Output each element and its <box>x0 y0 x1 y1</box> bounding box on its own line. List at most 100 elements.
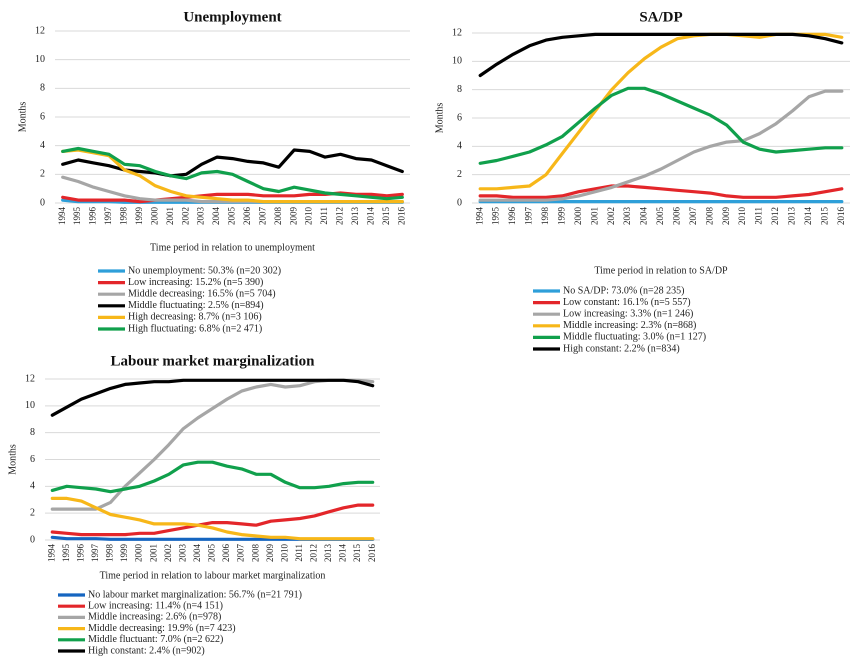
x-tick-label: 1994 <box>474 207 484 226</box>
legend-label: Middle fluctuating: 2.5% (n=894) <box>128 300 264 311</box>
x-tick-label: 2001 <box>589 207 599 225</box>
series-line <box>478 32 844 78</box>
legend-label: Middle decreasing: 19.9% (n=7 423) <box>88 623 236 634</box>
x-tick-label: 2011 <box>754 207 764 225</box>
chart: Labour market marginalization 0 2 4 6 8 10 12 Mo… <box>7 353 380 656</box>
x-tick-label: 2012 <box>309 544 319 562</box>
legend-label: No SA/DP: 73.0% (n=28 235) <box>563 285 684 296</box>
x-tick-label: 2010 <box>304 207 314 226</box>
x-tick-label: 1999 <box>556 207 566 226</box>
x-tick-label: 2013 <box>350 207 360 226</box>
x-tick-label: 2011 <box>294 544 304 562</box>
x-tick-label: 2015 <box>381 207 391 226</box>
x-tick-label: 2009 <box>721 207 731 226</box>
y-tick-label: 4 <box>457 141 462 152</box>
legend-label: High constant: 2.4% (n=902) <box>88 645 205 656</box>
x-tick-label: 2003 <box>177 544 187 563</box>
x-tick-label: 1994 <box>57 207 67 226</box>
legend-label: No unemployment: 50.3% (n=20 302) <box>128 265 281 276</box>
series-line <box>50 496 375 541</box>
x-tick-label: 2014 <box>803 207 813 226</box>
y-tick-label: 12 <box>35 25 45 36</box>
x-tick-label: 2016 <box>396 207 406 226</box>
x-tick-label: 2015 <box>352 544 362 563</box>
x-tick-label: 2016 <box>367 544 377 563</box>
y-tick-label: 8 <box>457 84 462 95</box>
chart: Unemployment 0 2 4 6 8 10 12 Months 1994 1995 1996 1… <box>17 9 410 334</box>
x-tick-label: 2013 <box>787 207 797 226</box>
legend-label: Low increasing: 15.2% (n=5 390) <box>128 277 263 288</box>
x-tick-label: 2005 <box>655 207 665 226</box>
x-tick-label: 1995 <box>72 207 82 226</box>
legend-label: High decreasing: 8.7% (n=3 106) <box>128 312 262 323</box>
series-line <box>478 86 844 165</box>
x-tick-label: 2008 <box>704 207 714 226</box>
chart-title: Unemployment <box>183 9 281 25</box>
x-tick-label: 2003 <box>196 207 206 226</box>
x-tick-label: 1996 <box>507 207 517 226</box>
x-tick-label: 2001 <box>148 544 158 562</box>
x-tick-label: 2002 <box>180 207 190 225</box>
y-tick-label: 10 <box>25 400 35 411</box>
x-tick-label: 2005 <box>207 544 217 563</box>
series-line <box>61 148 404 178</box>
x-tick-label: 2001 <box>165 207 175 225</box>
y-tick-label: 6 <box>457 112 462 123</box>
x-tick-label: 2002 <box>606 207 616 225</box>
y-axis-label: Months <box>7 444 18 475</box>
legend-label: Middle fluctuant: 7.0% (n=2 622) <box>88 634 223 645</box>
x-tick-label: 2003 <box>622 207 632 226</box>
x-tick-label: 1998 <box>540 207 550 226</box>
series-line <box>478 32 844 191</box>
y-tick-label: 0 <box>457 197 462 208</box>
y-tick-label: 2 <box>40 169 45 180</box>
x-tick-label: 2014 <box>365 207 375 226</box>
x-tick-label: 1994 <box>46 544 56 563</box>
x-tick-label: 1999 <box>119 544 129 563</box>
y-tick-label: 2 <box>30 507 35 518</box>
x-tick-label: 2016 <box>836 207 846 226</box>
x-tick-label: 2006 <box>221 544 231 563</box>
x-tick-label: 1995 <box>491 207 501 226</box>
series-line <box>478 184 844 199</box>
legend-label: Low increasing: 3.3% (n=1 246) <box>563 308 693 319</box>
chart-title: SA/DP <box>639 9 682 25</box>
series-line <box>478 89 844 202</box>
x-tick-label: 2007 <box>688 207 698 226</box>
x-tick-label: 2004 <box>192 544 202 563</box>
y-tick-label: 0 <box>40 197 45 208</box>
chart-title: Labour market marginalization <box>111 353 316 369</box>
series-line <box>61 146 404 201</box>
x-axis-label: Time period in relation to SA/DP <box>594 265 728 276</box>
y-tick-label: 12 <box>25 373 35 384</box>
y-axis-label: Months <box>17 102 28 133</box>
x-tick-label: 1996 <box>88 207 98 226</box>
x-tick-label: 1998 <box>119 207 129 226</box>
x-tick-label: 2006 <box>242 207 252 226</box>
x-tick-label: 2007 <box>236 544 246 563</box>
y-tick-label: 10 <box>452 56 462 67</box>
x-axis-label: Time period in relation to unemployment <box>150 242 315 253</box>
y-tick-label: 8 <box>30 427 35 438</box>
x-tick-label: 2011 <box>319 207 329 225</box>
x-tick-label: 1996 <box>75 544 85 563</box>
x-tick-label: 2000 <box>149 207 159 226</box>
x-axis-label: Time period in relation to labour market… <box>100 570 326 581</box>
x-tick-label: 2008 <box>273 207 283 226</box>
x-tick-label: 2009 <box>265 544 275 563</box>
x-tick-label: 2000 <box>573 207 583 226</box>
legend-label: Middle increasing: 2.6% (n=978) <box>88 612 221 623</box>
x-tick-label: 2005 <box>227 207 237 226</box>
chart: SA/DP 0 2 4 6 8 10 12 Months 1994 1995 1996 1997 1998… <box>434 9 850 354</box>
y-tick-label: 0 <box>30 534 35 545</box>
y-axis-label: Months <box>434 103 445 134</box>
x-tick-label: 2004 <box>211 207 221 226</box>
x-tick-label: 2015 <box>819 207 829 226</box>
x-tick-label: 2014 <box>338 544 348 563</box>
legend-label: High fluctuating: 6.8% (n=2 471) <box>128 323 262 334</box>
x-tick-label: 2012 <box>770 207 780 225</box>
x-tick-label: 2013 <box>323 544 333 563</box>
x-tick-label: 1997 <box>524 207 534 226</box>
series-line <box>50 503 375 537</box>
